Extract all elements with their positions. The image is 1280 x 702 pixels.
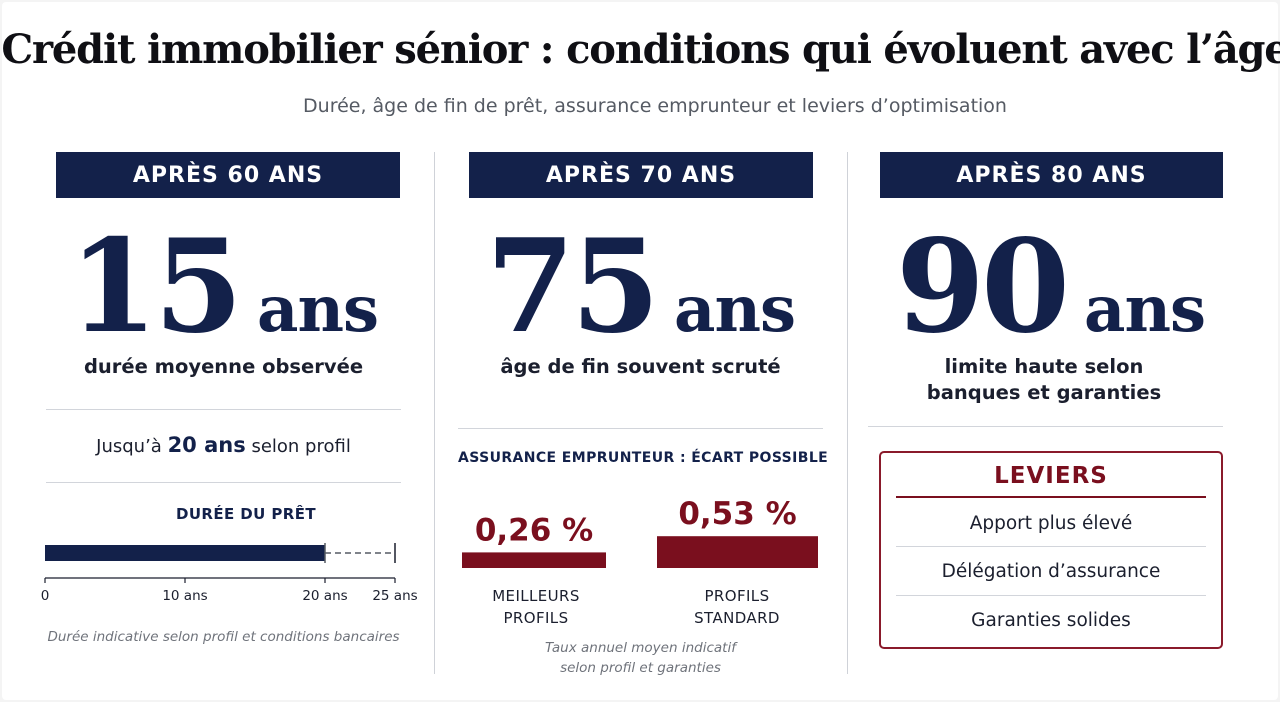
category-label-meilleurs: MEILLEURS PROFILS bbox=[492, 587, 580, 627]
leviers-box: LEVIERS Apport plus élevé Délégation d’a… bbox=[879, 451, 1223, 649]
category-label-standard: PROFILS STANDARD bbox=[694, 587, 780, 627]
big-figure-75: 75 ans bbox=[458, 212, 823, 362]
insurance-bar bbox=[657, 536, 818, 568]
duration-tick-label: 25 ans bbox=[372, 588, 417, 604]
levier-item: Apport plus élevé bbox=[969, 513, 1133, 534]
big-number: 75 bbox=[485, 212, 660, 362]
levier-item: Garanties solides bbox=[971, 610, 1131, 631]
band-apres-80: APRÈS 80 ANS bbox=[880, 152, 1223, 198]
divider bbox=[868, 426, 1223, 427]
caption-age-fin: âge de fin souvent scruté bbox=[500, 355, 781, 378]
big-unit: ans bbox=[1084, 272, 1206, 347]
duration-tick-label: 0 bbox=[41, 588, 50, 604]
column-divider-1 bbox=[434, 152, 435, 674]
big-unit: ans bbox=[674, 272, 796, 347]
divider bbox=[46, 482, 401, 483]
divider bbox=[46, 409, 401, 410]
big-unit: ans bbox=[257, 272, 379, 347]
levier-divider bbox=[896, 595, 1206, 596]
band-apres-70: APRÈS 70 ANS bbox=[469, 152, 813, 198]
duration-note: Durée indicative selon profil et conditi… bbox=[47, 629, 400, 645]
max-duration-text: Jusqu’à 20 ans selon profil bbox=[96, 433, 351, 457]
page-subtitle: Durée, âge de fin de prêt, assurance emp… bbox=[303, 95, 1007, 117]
big-figure-90: 90 ans bbox=[868, 212, 1233, 362]
duration-chart-title: DURÉE DU PRÊT bbox=[176, 505, 316, 523]
insurance-chart: 0,26 % 0,53 % bbox=[462, 496, 818, 568]
divider bbox=[458, 428, 823, 429]
insurance-value-label: 0,53 % bbox=[678, 496, 796, 532]
caption-duree-moyenne: durée moyenne observée bbox=[83, 355, 364, 378]
big-figure-15: 15 ans bbox=[46, 212, 401, 362]
duration-tick-label: 20 ans bbox=[302, 588, 347, 604]
leviers-title-rule bbox=[896, 496, 1206, 498]
insurance-bar bbox=[462, 552, 606, 568]
duration-chart: 0 10 ans 20 ans 25 ans bbox=[41, 543, 418, 604]
insurance-note: Taux annuel moyen indicatif selon profil… bbox=[545, 640, 736, 676]
duration-tick-label: 10 ans bbox=[162, 588, 207, 604]
duration-bar bbox=[45, 545, 325, 561]
levier-divider bbox=[896, 546, 1206, 547]
insurance-value-label: 0,26 % bbox=[475, 512, 593, 548]
big-number: 90 bbox=[895, 212, 1070, 362]
band-apres-60: APRÈS 60 ANS bbox=[56, 152, 400, 198]
levier-item: Délégation d’assurance bbox=[941, 561, 1161, 582]
leviers-title: LEVIERS bbox=[994, 463, 1108, 489]
page-title: Crédit immobilier sénior : conditions qu… bbox=[1, 26, 1280, 73]
column-divider-2 bbox=[847, 152, 848, 674]
insurance-chart-title: ASSURANCE EMPRUNTEUR : ÉCART POSSIBLE bbox=[458, 450, 829, 466]
caption-limite-haute: limite haute selon banques et garanties bbox=[926, 355, 1162, 404]
big-number: 15 bbox=[68, 212, 243, 362]
max-duration-value: 20 ans bbox=[167, 433, 246, 457]
